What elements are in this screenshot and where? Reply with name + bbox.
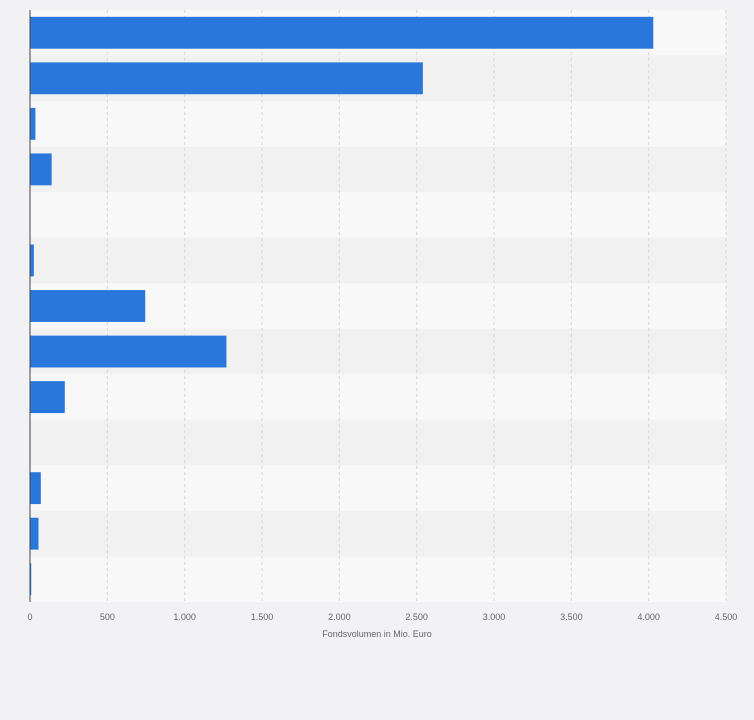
row-band bbox=[30, 283, 726, 329]
grid-lines bbox=[106, 10, 727, 602]
bar[interactable] bbox=[30, 472, 41, 505]
x-tick-labels: 0 500 1.000 1.500 2.000 2.500 3.000 3.500 4.000 4… bbox=[27, 612, 737, 622]
x-tick-label: 1.000 bbox=[173, 612, 196, 622]
bar[interactable] bbox=[30, 517, 39, 550]
bar-series bbox=[30, 16, 654, 596]
row-band bbox=[30, 419, 726, 466]
row-band bbox=[30, 374, 726, 420]
row-band bbox=[30, 556, 726, 602]
x-tick-label: 3.500 bbox=[560, 612, 583, 622]
x-tick-label: 1.500 bbox=[251, 612, 274, 622]
x-tick-label: 0 bbox=[27, 612, 32, 622]
x-tick-label: 500 bbox=[100, 612, 115, 622]
x-tick-label: 3.000 bbox=[483, 612, 506, 622]
row-band bbox=[30, 237, 726, 284]
bar[interactable] bbox=[30, 381, 65, 414]
x-tick-label: 2.500 bbox=[405, 612, 428, 622]
bar[interactable] bbox=[30, 107, 36, 140]
x-tick-label: 2.000 bbox=[328, 612, 351, 622]
row-band bbox=[30, 101, 726, 147]
row-band bbox=[30, 465, 726, 511]
x-tick-label: 4.500 bbox=[715, 612, 738, 622]
bar[interactable] bbox=[30, 335, 227, 368]
row-band bbox=[30, 192, 726, 238]
bar[interactable] bbox=[30, 290, 146, 322]
bar[interactable] bbox=[30, 244, 34, 277]
row-band bbox=[30, 510, 726, 557]
bar[interactable] bbox=[30, 153, 52, 186]
bar[interactable] bbox=[30, 62, 423, 95]
bar[interactable] bbox=[30, 16, 654, 49]
x-tick-label: 4.000 bbox=[637, 612, 660, 622]
row-band bbox=[30, 146, 726, 193]
bar[interactable] bbox=[30, 563, 32, 596]
x-axis-title: Fondsvolumen in Mio. Euro bbox=[322, 629, 432, 639]
